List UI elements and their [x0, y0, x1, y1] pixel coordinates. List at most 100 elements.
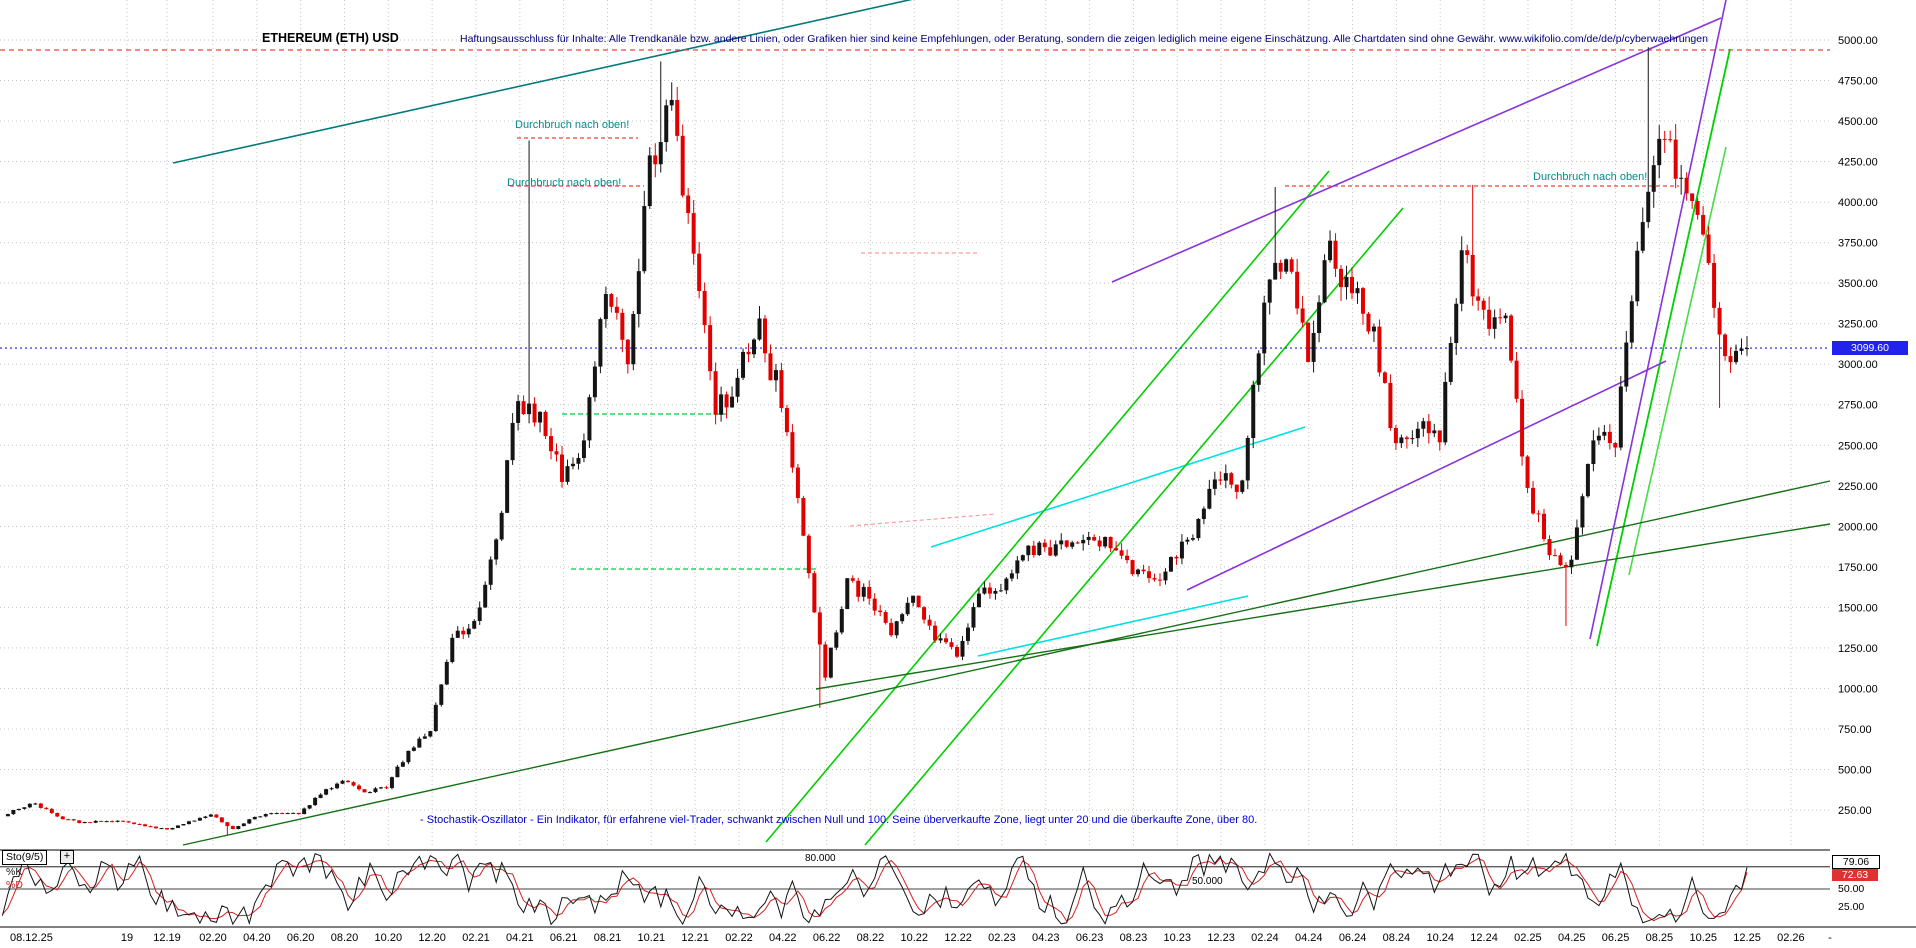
sto-expand-button[interactable]: + [60, 850, 74, 864]
candle-body [1503, 315, 1508, 319]
x-axis-label: 08.21 [594, 932, 622, 944]
x-axis-label: 08.22 [857, 932, 885, 944]
x-axis-label: 08.20 [331, 932, 359, 944]
candle-body [1064, 540, 1069, 547]
candle-body [581, 440, 586, 459]
candle-body [318, 794, 323, 798]
candle-body [955, 646, 959, 657]
candle-body [1432, 430, 1437, 434]
candle-body [1196, 519, 1201, 539]
candle-body [1728, 356, 1733, 363]
candle-body [1108, 536, 1113, 549]
candle-body [494, 539, 499, 560]
candle-body [1393, 428, 1398, 444]
candle-body [1410, 438, 1415, 440]
candle-body [576, 458, 581, 464]
candle-body [812, 573, 817, 613]
candle-body [625, 339, 630, 365]
candle-body [1311, 332, 1316, 362]
candle-body [795, 467, 800, 498]
candle-body [296, 812, 301, 815]
candle-body [82, 822, 87, 824]
candle-body [1295, 271, 1300, 309]
sto-percent-k-line [1, 852, 1748, 926]
candle-body [285, 813, 290, 815]
candle-body [1580, 496, 1585, 528]
x-axis-label: 12.21 [681, 932, 709, 944]
candle-body [1454, 303, 1459, 344]
candle-body [1136, 569, 1141, 575]
candle-body [1037, 542, 1042, 556]
candle-body [653, 155, 658, 165]
candle-body [1147, 571, 1152, 579]
candle-body [976, 593, 981, 608]
candle-body [77, 820, 82, 823]
x-axis-label: 08.24 [1383, 932, 1411, 944]
candle-body [291, 812, 296, 814]
candle-body [335, 783, 340, 789]
candle-body [197, 817, 202, 821]
candle-body [1684, 177, 1689, 194]
x-axis-label: 10.24 [1426, 932, 1454, 944]
candle-body [1163, 571, 1168, 581]
candle-body [389, 777, 394, 788]
candle-body [746, 351, 751, 355]
x-axis-label: 06.22 [813, 932, 841, 944]
candle-body [801, 497, 806, 536]
candle-body [620, 312, 625, 340]
sto-right-low-value: 25.00 [1838, 901, 1865, 913]
sto-ref-80-label: 80.000 [805, 853, 836, 864]
candle-body [603, 294, 608, 320]
candle-body [1048, 547, 1053, 556]
candle-body [1706, 234, 1711, 263]
candle-body [1103, 536, 1108, 547]
candle-body [1679, 177, 1684, 179]
candle-body [406, 750, 411, 763]
trendline [182, 480, 1831, 846]
candle-body [1498, 317, 1503, 319]
candle-body [1712, 262, 1717, 308]
candle-body [527, 403, 532, 415]
x-axis-label: 02.24 [1251, 932, 1279, 944]
sto-indicator-label: Sto(9/5) [2, 850, 48, 865]
candle-body [532, 403, 537, 423]
x-axis-label: 02.23 [988, 932, 1016, 944]
candle-body [444, 661, 449, 685]
x-axis-label: 06.21 [550, 932, 578, 944]
candle-body [598, 319, 603, 367]
candle-body [516, 401, 521, 423]
candle-body [1602, 431, 1607, 436]
candle-body [708, 325, 713, 372]
x-axis-label: 12.20 [418, 932, 446, 944]
candle-body [488, 559, 493, 585]
candle-body [1591, 440, 1596, 464]
candle-body [713, 371, 718, 415]
candle-body [1547, 539, 1552, 556]
candle-body [422, 736, 427, 739]
candle-body [27, 803, 32, 808]
candle-body [110, 821, 115, 823]
x-axis-label: 12.24 [1470, 932, 1498, 944]
price-tick-label: 2250.00 [1838, 481, 1878, 493]
candle-body [680, 135, 685, 196]
candle-body [1031, 545, 1036, 556]
candle-body [1278, 262, 1283, 272]
candle-body [302, 808, 307, 815]
candle-body [280, 813, 285, 815]
x-axis-label: 19 [121, 932, 133, 944]
candle-body [1399, 437, 1404, 444]
candle-body [1668, 139, 1673, 141]
x-axis-label: 10.21 [638, 932, 666, 944]
sto-percent-d-line [2, 857, 1748, 923]
candle-body [1618, 386, 1623, 448]
candle-body [400, 762, 405, 767]
candle-body [834, 632, 839, 648]
candle-body [1322, 260, 1327, 303]
price-tick-label: 1750.00 [1838, 562, 1878, 574]
candle-body [1125, 555, 1130, 561]
candle-body [99, 820, 104, 822]
candle-body [208, 814, 213, 817]
candle-body [181, 823, 186, 826]
x-axis-label: 04.23 [1032, 932, 1060, 944]
